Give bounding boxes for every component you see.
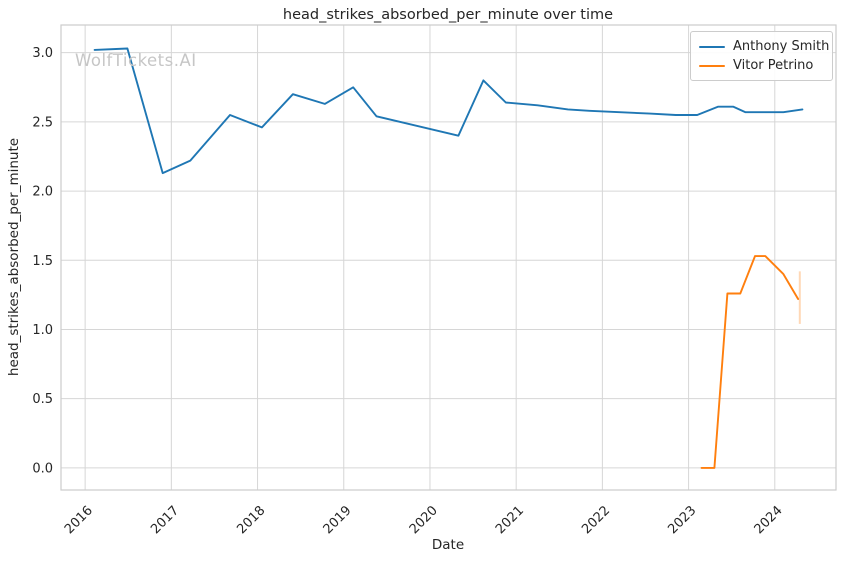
x-tick-label-2016: 2016	[62, 503, 96, 537]
grid-layer	[60, 24, 837, 491]
tick-layer: 2016 2017 2018 2019 2020 2021 2022 2023 2024 0.0 0…	[32, 46, 785, 537]
x-tick-label-2020: 2020	[407, 503, 441, 537]
y-tick-label-3.0: 3.0	[32, 46, 53, 61]
axes-border	[60, 24, 837, 491]
legend-label: Anthony Smith	[733, 39, 830, 54]
legend-item-vitor-petrino: Vitor Petrino	[699, 56, 824, 75]
y-tick-label-1.0: 1.0	[32, 323, 53, 338]
y-tick-label-2.5: 2.5	[32, 115, 53, 130]
legend: Anthony Smith Vitor Petrino	[690, 31, 833, 81]
y-tick-label-2.0: 2.0	[32, 185, 53, 200]
y-tick-label-0.5: 0.5	[32, 392, 53, 407]
legend-line-sample	[699, 45, 725, 48]
chart-title: head_strikes_absorbed_per_minute over ti…	[283, 7, 613, 23]
x-tick-label-2024: 2024	[752, 503, 786, 537]
x-tick-label-2019: 2019	[321, 503, 355, 537]
y-axis-label: head_strikes_absorbed_per_minute	[6, 138, 22, 376]
watermark: WolfTickets.AI	[75, 51, 197, 70]
series-layer	[93, 47, 804, 469]
x-tick-label-2018: 2018	[234, 503, 268, 537]
y-tick-label-1.5: 1.5	[32, 254, 53, 269]
x-tick-label-2022: 2022	[579, 503, 613, 537]
series-line-anthony-smith	[93, 47, 804, 175]
legend-label: Vitor Petrino	[733, 58, 814, 73]
legend-line-sample	[699, 64, 725, 67]
y-tick-label-0.0: 0.0	[32, 461, 53, 476]
series-line-vitor-petrino	[700, 255, 800, 469]
legend-item-anthony-smith: Anthony Smith	[699, 37, 829, 56]
x-tick-label-2017: 2017	[148, 503, 182, 537]
x-axis-label: Date	[432, 537, 464, 553]
x-tick-label-2021: 2021	[493, 503, 527, 537]
x-tick-label-2023: 2023	[665, 503, 699, 537]
